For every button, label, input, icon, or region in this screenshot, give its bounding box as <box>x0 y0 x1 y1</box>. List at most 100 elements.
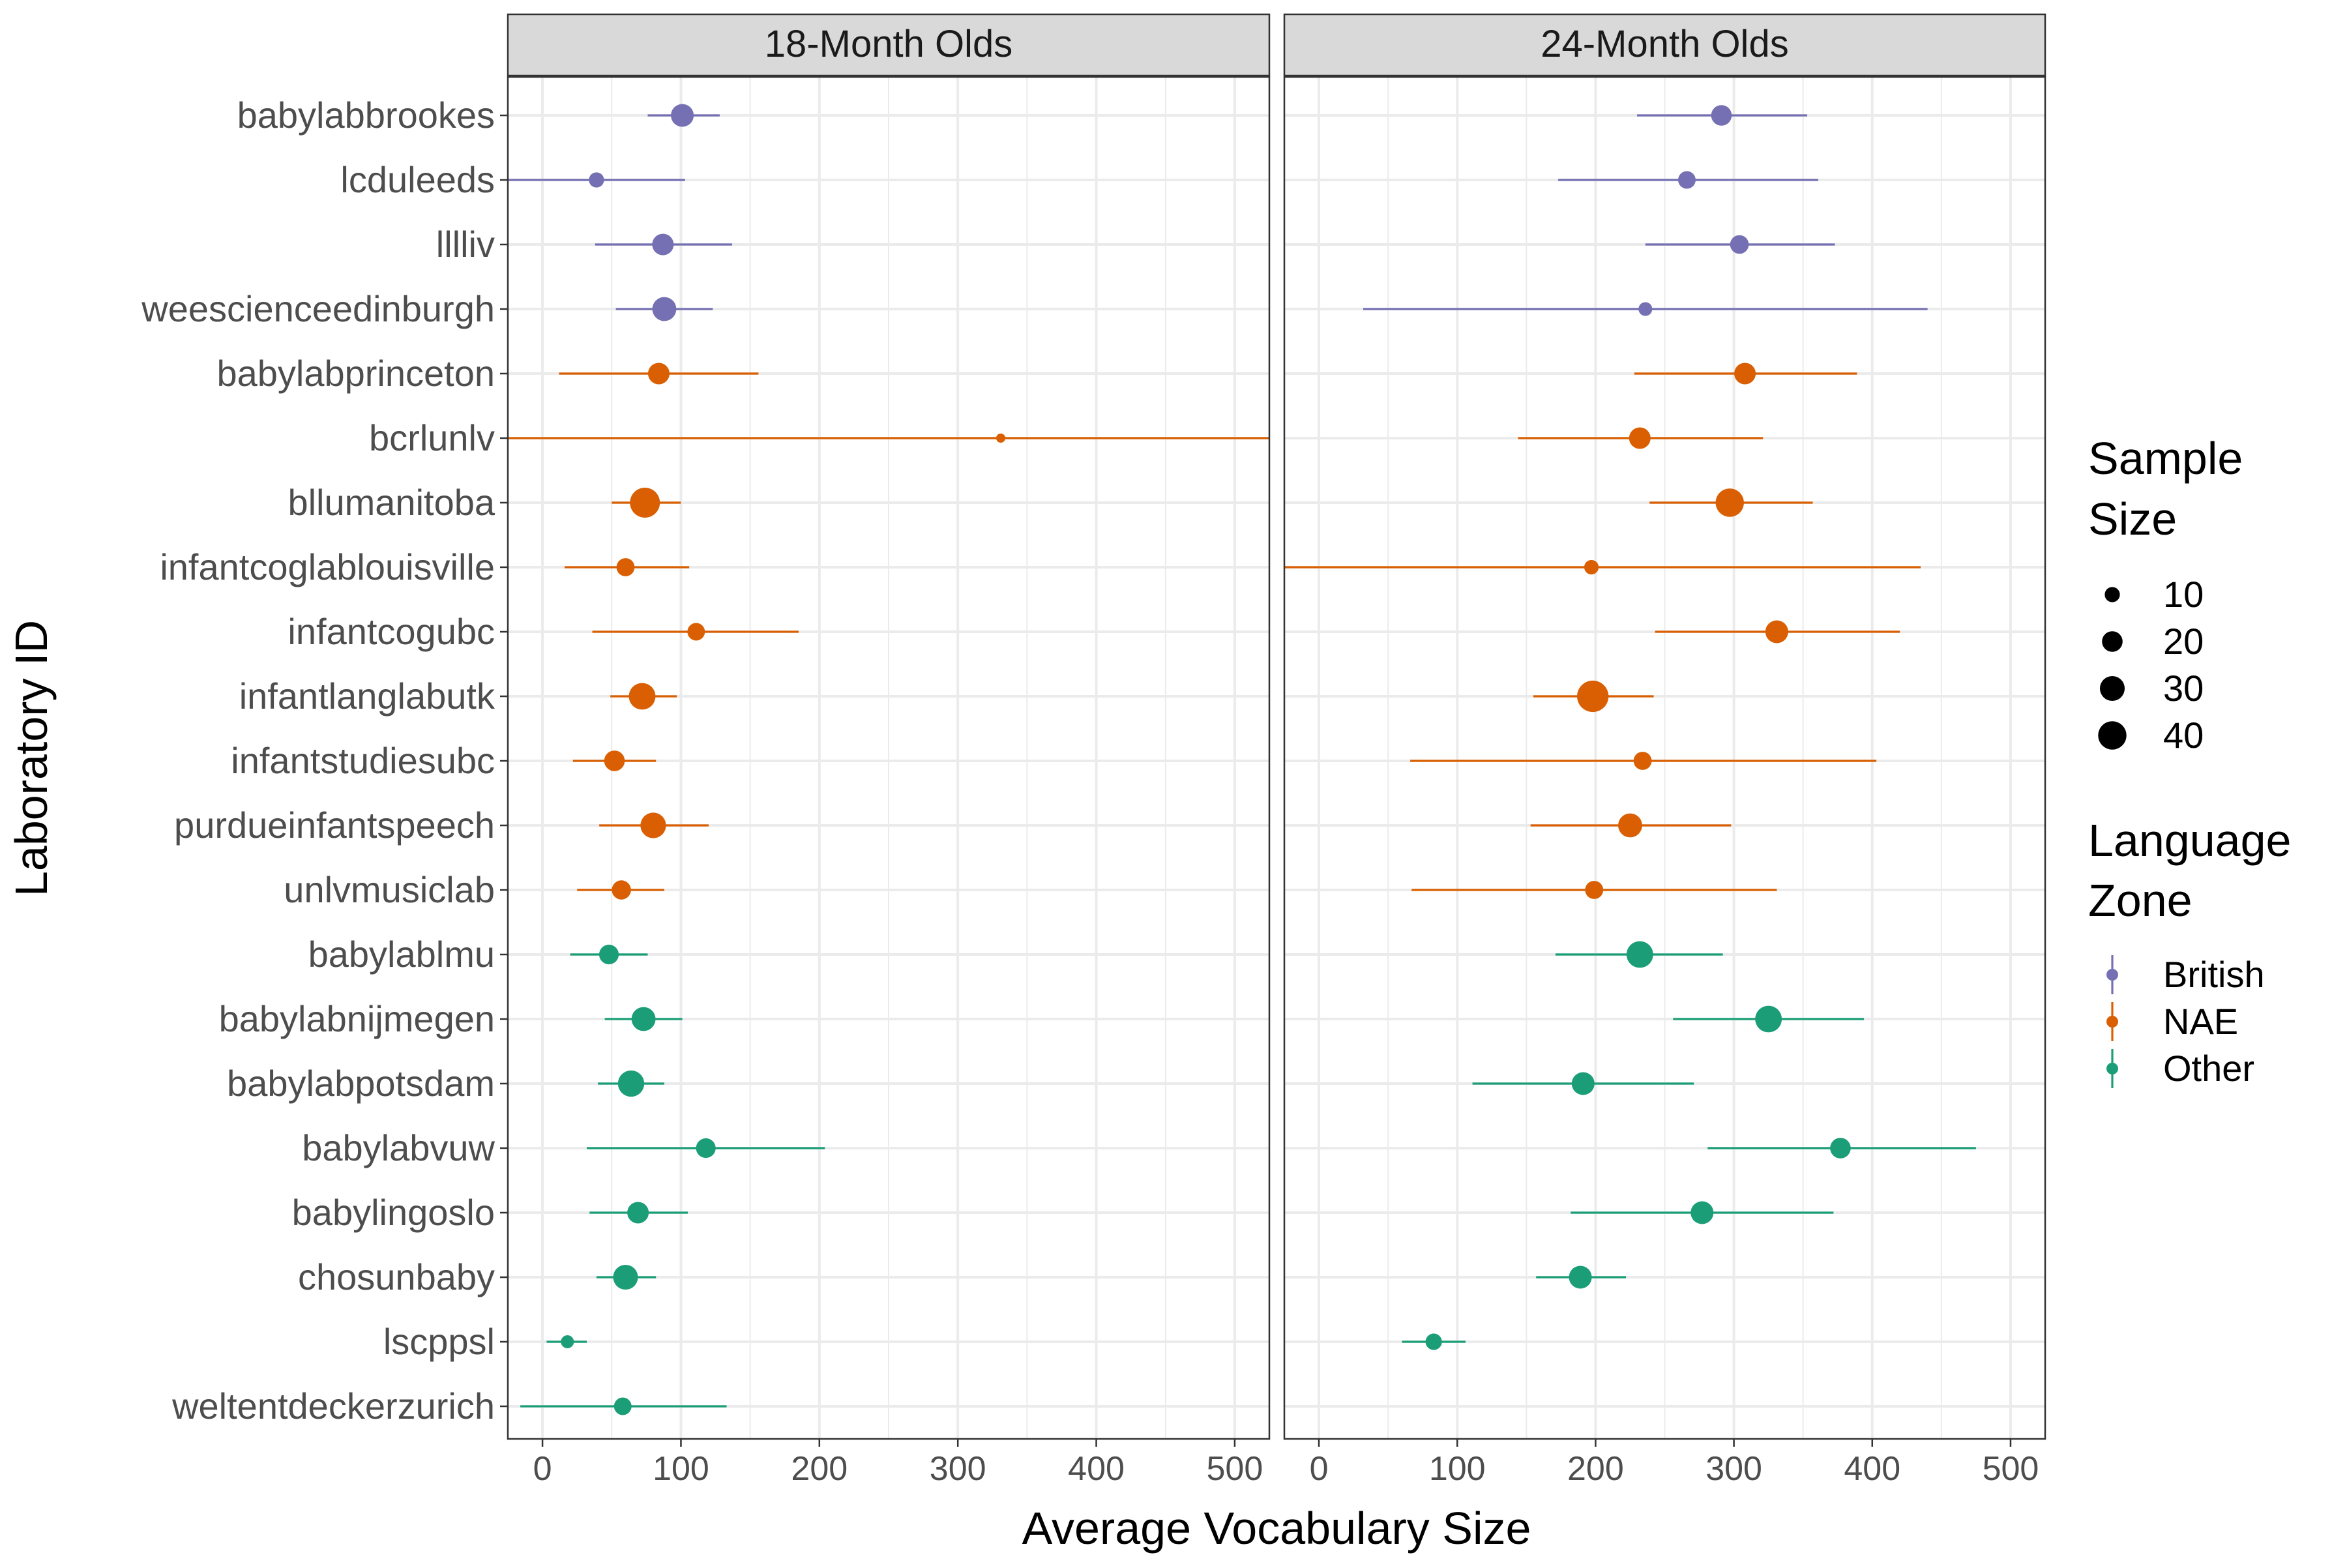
y-tick-label: babylabprinceton <box>216 353 495 394</box>
data-point <box>612 880 631 900</box>
data-point <box>687 623 705 641</box>
data-point <box>1765 620 1788 643</box>
data-point <box>604 750 625 771</box>
data-point <box>589 172 604 188</box>
data-point <box>1584 559 1599 575</box>
legend-zone-title: Zone <box>2088 875 2192 926</box>
data-point <box>1633 752 1652 770</box>
y-tick-label: infantcoglablouisville <box>160 546 495 587</box>
y-tick-label: weltentdeckerzurich <box>171 1385 495 1427</box>
data-point <box>1425 1333 1442 1350</box>
data-point <box>1626 941 1653 968</box>
data-point <box>616 558 635 576</box>
x-axis-title: Average Vocabulary Size <box>1022 1503 1531 1554</box>
y-tick-label: babylabnijmegen <box>219 998 495 1039</box>
x-tick-label: 0 <box>1310 1450 1329 1488</box>
data-point <box>1711 105 1732 126</box>
y-tick-label: purdueinfantspeech <box>174 805 495 846</box>
data-point <box>613 1397 632 1415</box>
legend-size-key <box>2098 721 2127 750</box>
y-tick-label: weescienceedinburgh <box>141 288 495 329</box>
y-tick-label: infantstudiesubc <box>231 740 495 781</box>
facet-strip-label: 18-Month Olds <box>765 23 1012 65</box>
y-axis-title: Laboratory ID <box>6 620 57 896</box>
data-point <box>561 1335 574 1348</box>
x-tick-label: 200 <box>791 1450 848 1488</box>
data-point <box>996 433 1006 443</box>
legend-zone-label: NAE <box>2163 1001 2238 1042</box>
data-point <box>628 683 656 710</box>
x-tick-label: 100 <box>653 1450 709 1488</box>
data-point <box>627 1202 649 1224</box>
data-point <box>631 1007 656 1031</box>
y-tick-label: chosunbaby <box>298 1256 495 1297</box>
data-point <box>652 297 677 321</box>
y-tick-label: lcduleeds <box>340 159 495 200</box>
legend-size-label: 10 <box>2163 574 2204 615</box>
data-point <box>696 1138 716 1159</box>
y-tick-label: lscppsl <box>383 1321 495 1362</box>
data-point <box>1569 1265 1592 1289</box>
legend-zone-key-point <box>2106 1063 2118 1074</box>
y-tick-label: babylablmu <box>308 934 495 975</box>
data-point <box>671 104 694 127</box>
x-tick-label: 400 <box>1068 1450 1125 1488</box>
legend-size-label: 40 <box>2163 715 2204 756</box>
y-tick-label: lllliv <box>436 224 495 265</box>
data-point <box>1830 1138 1851 1159</box>
legend-size-key <box>2104 587 2120 602</box>
x-tick-label: 300 <box>930 1450 986 1488</box>
legend-zone-label: Other <box>2163 1048 2254 1089</box>
y-tick-label: babylabpotsdam <box>227 1063 495 1104</box>
legend-size-title: Size <box>2088 494 2177 544</box>
data-point <box>1577 680 1609 713</box>
y-tick-label: babylabvuw <box>302 1127 495 1168</box>
data-point <box>1690 1201 1714 1224</box>
data-point <box>647 362 670 385</box>
x-tick-label: 500 <box>1983 1450 2039 1488</box>
data-point <box>1571 1072 1595 1095</box>
legend-zone-title: Language <box>2088 815 2291 866</box>
y-tick-label: infantlanglabutk <box>239 675 495 717</box>
data-point <box>1629 427 1651 449</box>
x-tick-label: 500 <box>1207 1450 1263 1488</box>
panel-border <box>507 76 1271 1440</box>
y-tick-label: bcrlunlv <box>369 417 495 458</box>
data-point <box>640 812 666 838</box>
data-point <box>1677 171 1696 189</box>
data-point <box>1618 813 1642 838</box>
data-point <box>1715 488 1744 517</box>
y-tick-label: babylingoslo <box>292 1192 495 1233</box>
legend-zone-key-point <box>2106 969 2118 981</box>
y-tick-label: infantcogubc <box>288 611 495 652</box>
legend-zone-key-point <box>2106 1016 2118 1028</box>
x-tick-label: 0 <box>533 1450 552 1488</box>
facet-strip <box>1283 13 2046 77</box>
panel-border <box>1283 76 2046 1440</box>
legend-size-key <box>2099 675 2125 702</box>
x-tick-label: 300 <box>1705 1450 1762 1488</box>
data-point <box>1755 1005 1782 1033</box>
y-tick-label: unlvmusiclab <box>284 869 495 910</box>
x-tick-label: 200 <box>1567 1450 1624 1488</box>
facet-strip <box>507 13 1271 77</box>
y-tick-label: bllumanitoba <box>288 482 495 523</box>
data-point <box>1585 881 1604 899</box>
legend-size-title: Sample <box>2088 433 2243 484</box>
data-point <box>652 233 674 256</box>
data-point <box>1638 302 1653 316</box>
data-point <box>598 944 619 965</box>
data-point <box>630 488 660 518</box>
x-tick-label: 400 <box>1844 1450 1900 1488</box>
legend-size-label: 30 <box>2163 668 2204 709</box>
facet-strip-label: 24-Month Olds <box>1541 23 1788 65</box>
data-point <box>1734 362 1756 385</box>
data-point <box>617 1070 645 1097</box>
legend-size-key <box>2102 631 2123 652</box>
data-point <box>1730 235 1749 254</box>
data-point <box>613 1264 638 1290</box>
x-tick-label: 100 <box>1429 1450 1486 1488</box>
y-tick-label: babylabbrookes <box>237 95 495 136</box>
